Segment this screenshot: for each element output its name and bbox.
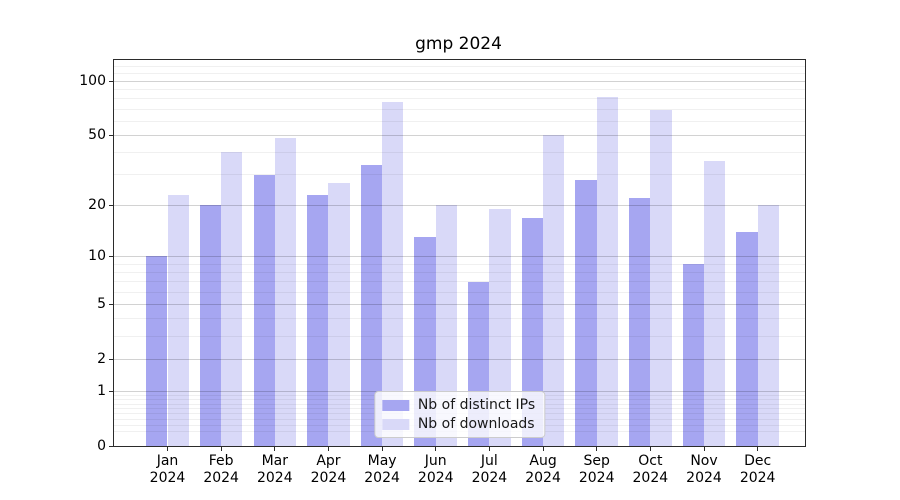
x-tick: [488, 447, 490, 451]
gridline-minor: [114, 174, 805, 176]
plot-area: Nb of distinct IPs Nb of downloads 0 1 2 5 1…: [79, 59, 806, 486]
gridline-minor: [114, 98, 805, 100]
legend-entry-downloads: Nb of downloads: [381, 416, 535, 432]
legend-label-downloads: Nb of downloads: [417, 416, 535, 432]
y-tick: [109, 303, 113, 305]
y-tick: [109, 358, 113, 360]
x-tick: [274, 447, 276, 451]
y-tick: [109, 134, 113, 136]
y-tick: [109, 255, 113, 257]
y-tick: [109, 445, 113, 447]
bar-nb-of-downloads-oct: [650, 110, 672, 446]
y-tick: [109, 80, 113, 82]
bar-nb-of-downloads-jun: [435, 205, 458, 446]
gridline-minor: [114, 73, 805, 75]
x-tick-label: Jun 2024: [417, 453, 454, 487]
gridline-minor: [114, 88, 805, 90]
x-tick: [703, 447, 705, 451]
chart-title: gmp 2024: [415, 34, 502, 54]
gridline-major: [114, 134, 805, 136]
x-tick: [435, 447, 437, 451]
x-tick: [381, 447, 383, 451]
bar-nb-of-distinct-ips-oct: [629, 198, 651, 446]
bar-nb-of-downloads-apr: [328, 182, 350, 446]
x-tick-label: Sep 2024: [578, 453, 615, 487]
legend-label-distinct-ips: Nb of distinct IPs: [417, 397, 536, 413]
x-tick-label: Oct 2024: [632, 453, 669, 487]
bar-nb-of-distinct-ips-mar: [253, 174, 275, 446]
gridline-minor: [114, 120, 805, 122]
y-tick-label: 20: [88, 197, 106, 214]
y-tick-label: 1: [97, 383, 106, 400]
x-tick-label: Jan 2024: [149, 453, 186, 487]
bar-nb-of-downloads-aug: [543, 135, 565, 446]
y-tick-label: 0: [97, 438, 106, 454]
x-tick: [167, 447, 168, 451]
y-tick-label: 50: [88, 127, 106, 144]
x-tick-label: May 2024: [364, 453, 400, 487]
bar-nb-of-distinct-ips-apr: [307, 194, 329, 446]
y-tick: [109, 204, 113, 206]
y-tick-label: 10: [88, 248, 106, 265]
y-tick-label: 5: [97, 296, 106, 313]
bar-nb-of-distinct-ips-feb: [199, 205, 222, 446]
legend-swatch-downloads: [381, 418, 409, 430]
bar-nb-of-downloads-jul: [489, 209, 511, 446]
gridline-minor: [114, 108, 805, 110]
y-tick: [109, 390, 113, 392]
x-tick: [327, 447, 329, 451]
legend-entry-distinct-ips: Nb of distinct IPs: [381, 397, 536, 413]
legend: Nb of distinct IPs Nb of downloads: [373, 391, 546, 438]
bar-nb-of-downloads-jan: [167, 194, 189, 446]
bar-nb-of-downloads-nov: [704, 160, 726, 446]
bar-nb-of-downloads-may: [382, 101, 404, 446]
x-tick-label: Aug 2024: [525, 453, 561, 487]
bar-nb-of-distinct-ips-dec: [736, 231, 758, 446]
bar-nb-of-distinct-ips-nov: [682, 264, 704, 446]
x-tick: [649, 447, 651, 451]
gridline-major: [114, 80, 805, 82]
x-tick-label: Jul 2024: [471, 453, 508, 487]
legend-swatch-distinct-ips: [381, 399, 409, 411]
x-tick-label: Feb 2024: [203, 453, 239, 487]
bar-nb-of-distinct-ips-may: [360, 164, 383, 446]
bar-nb-of-downloads-sep: [596, 96, 618, 446]
x-tick: [542, 447, 544, 451]
bar-nb-of-distinct-ips-sep: [575, 179, 597, 446]
y-tick-label: 2: [97, 351, 106, 368]
x-tick: [596, 447, 598, 451]
bar-nb-of-downloads-dec: [757, 205, 779, 446]
bar-nb-of-downloads-mar: [274, 138, 297, 446]
bar-nb-of-distinct-ips-jan: [146, 256, 168, 446]
x-tick-label: Dec 2024: [739, 453, 776, 487]
x-tick-label: Apr 2024: [310, 453, 347, 487]
y-tick-label: 100: [79, 73, 106, 90]
gridline-minor: [114, 66, 805, 68]
bar-nb-of-downloads-feb: [221, 152, 243, 446]
x-tick-label: Mar 2024: [256, 453, 293, 487]
x-tick: [757, 447, 759, 451]
bar-nb-of-distinct-ips-aug: [521, 217, 544, 446]
x-tick: [220, 447, 222, 451]
gridline-minor: [114, 151, 805, 153]
x-tick-label: Nov 2024: [686, 453, 722, 487]
